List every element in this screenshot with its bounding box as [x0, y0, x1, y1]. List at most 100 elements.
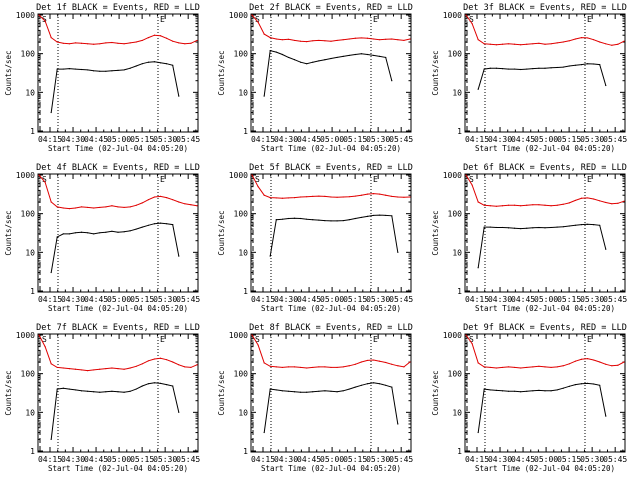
y-axis-label: Counts/sec	[431, 50, 440, 95]
x-tick-label: 05:30	[366, 455, 390, 464]
data-point	[129, 390, 131, 392]
data-point	[483, 388, 485, 390]
data-point	[287, 366, 290, 368]
data-point	[599, 64, 601, 66]
data-point	[172, 64, 174, 66]
y-tick-label: 1	[30, 287, 35, 296]
data-point	[117, 368, 119, 370]
data-point	[544, 204, 546, 206]
data-point	[93, 207, 95, 209]
data-point	[153, 196, 156, 198]
data-point	[312, 219, 314, 221]
data-point	[336, 220, 338, 222]
data-point	[117, 69, 119, 71]
data-point	[605, 415, 607, 417]
chart-panel-3: Det 3f BLACK = Events, RED = LLD 1 10 100 10…	[431, 3, 627, 153]
data-point	[586, 37, 589, 39]
data-point	[586, 63, 589, 65]
data-point	[348, 196, 350, 198]
data-point	[489, 226, 491, 228]
data-point	[93, 369, 95, 371]
end-annotation: E	[587, 175, 592, 184]
data-point	[580, 383, 583, 385]
x-tick-label: 04:15	[465, 455, 489, 464]
data-point	[50, 37, 52, 39]
start-annotation: S	[469, 175, 474, 184]
data-point	[269, 50, 271, 52]
data-point	[62, 207, 64, 209]
plot-frame	[464, 13, 626, 133]
data-point	[520, 367, 522, 369]
y-tick-label: 10	[25, 88, 35, 97]
data-point	[599, 200, 601, 202]
data-point	[489, 389, 491, 391]
data-point	[617, 202, 619, 204]
data-point	[153, 358, 156, 360]
data-point	[514, 204, 516, 206]
data-point	[385, 384, 387, 386]
data-point	[372, 359, 375, 361]
chart-panel-6: Det 6f BLACK = Events, RED = LLD 1 10 100 10…	[431, 163, 627, 313]
data-point	[166, 223, 168, 225]
y-tick-label: 10	[25, 248, 35, 257]
data-point	[263, 431, 265, 434]
x-tick-label: 05:30	[580, 455, 604, 464]
data-point	[178, 95, 180, 97]
end-annotation: E	[373, 335, 378, 344]
data-point	[568, 363, 570, 365]
data-point	[196, 205, 198, 207]
start-annotation: S	[469, 335, 474, 344]
data-point	[324, 220, 326, 222]
data-point	[135, 365, 137, 367]
lld-series-line	[251, 174, 411, 199]
data-point	[312, 366, 314, 369]
data-point	[117, 231, 119, 233]
x-axis-label: Start Time (02-Jul-04 04:05:20)	[475, 144, 615, 153]
chart-title: Det 5f BLACK = Events, RED = LLD	[249, 163, 413, 173]
data-point	[287, 197, 290, 199]
x-tick-label: 05:15	[557, 295, 581, 304]
y-axis-label: Counts/sec	[217, 370, 226, 415]
end-annotation: E	[160, 175, 165, 184]
data-point	[166, 359, 168, 361]
data-point	[586, 197, 589, 199]
data-point	[50, 201, 52, 203]
data-point	[379, 360, 381, 362]
events-series-line	[477, 382, 607, 433]
data-point	[507, 43, 510, 45]
data-point	[318, 39, 320, 42]
data-point	[117, 206, 119, 208]
data-point	[172, 40, 174, 42]
data-point	[544, 390, 546, 392]
data-point	[263, 362, 265, 364]
data-point	[147, 224, 149, 226]
y-tick-label: 1	[243, 447, 248, 456]
data-point	[550, 390, 552, 392]
x-tick-label: 04:30	[274, 455, 298, 464]
data-point	[391, 215, 393, 217]
data-point	[391, 363, 393, 365]
data-point	[520, 391, 522, 393]
data-point	[62, 42, 64, 44]
data-point	[495, 205, 497, 207]
data-point	[501, 43, 504, 45]
data-point	[495, 367, 497, 369]
data-point	[599, 384, 601, 386]
data-point	[532, 43, 534, 45]
x-axis-label: Start Time (02-Jul-04 04:05:20)	[475, 464, 615, 473]
x-axis-label: Start Time (02-Jul-04 04:05:20)	[475, 304, 615, 313]
events-series-line	[477, 223, 607, 268]
data-point	[501, 205, 504, 207]
data-point	[507, 204, 510, 206]
data-point	[281, 197, 283, 199]
chart-panel-8: Det 8f BLACK = Events, RED = LLD 1 10 100 10…	[217, 323, 413, 473]
y-tick-label: 1	[457, 287, 462, 296]
data-point	[465, 334, 467, 336]
data-point	[105, 231, 107, 233]
data-point	[287, 217, 290, 220]
plot-frame	[464, 333, 626, 453]
data-point	[50, 363, 52, 365]
data-point	[372, 214, 375, 217]
data-point	[379, 383, 381, 385]
data-point	[599, 361, 601, 363]
